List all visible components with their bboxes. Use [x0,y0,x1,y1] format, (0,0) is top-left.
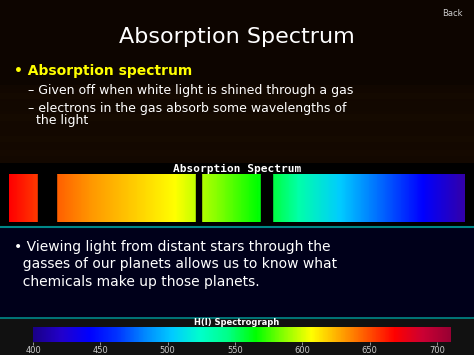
Text: the light: the light [28,114,89,127]
Text: gasses of our planets allows us to know what: gasses of our planets allows us to know … [14,257,337,272]
FancyBboxPatch shape [0,136,474,142]
FancyBboxPatch shape [0,0,474,89]
Text: • Absorption spectrum: • Absorption spectrum [14,64,192,78]
Text: Absorption Spectrum: Absorption Spectrum [173,164,301,174]
FancyBboxPatch shape [0,163,474,227]
Text: Back: Back [442,9,462,18]
FancyBboxPatch shape [0,318,474,355]
Text: H(I) Spectrograph: H(I) Spectrograph [194,318,280,327]
Text: – electrons in the gas absorb some wavelengths of: – electrons in the gas absorb some wavel… [28,102,347,115]
FancyBboxPatch shape [0,114,474,121]
Text: – Given off when white light is shined through a gas: – Given off when white light is shined t… [28,84,354,97]
Text: • Viewing light from distant stars through the: • Viewing light from distant stars throu… [14,240,331,254]
FancyBboxPatch shape [0,150,474,156]
FancyBboxPatch shape [0,93,474,99]
Text: Absorption Spectrum: Absorption Spectrum [119,27,355,47]
FancyBboxPatch shape [0,227,474,318]
FancyBboxPatch shape [0,85,474,170]
Text: chemicals make up those planets.: chemicals make up those planets. [14,275,260,289]
